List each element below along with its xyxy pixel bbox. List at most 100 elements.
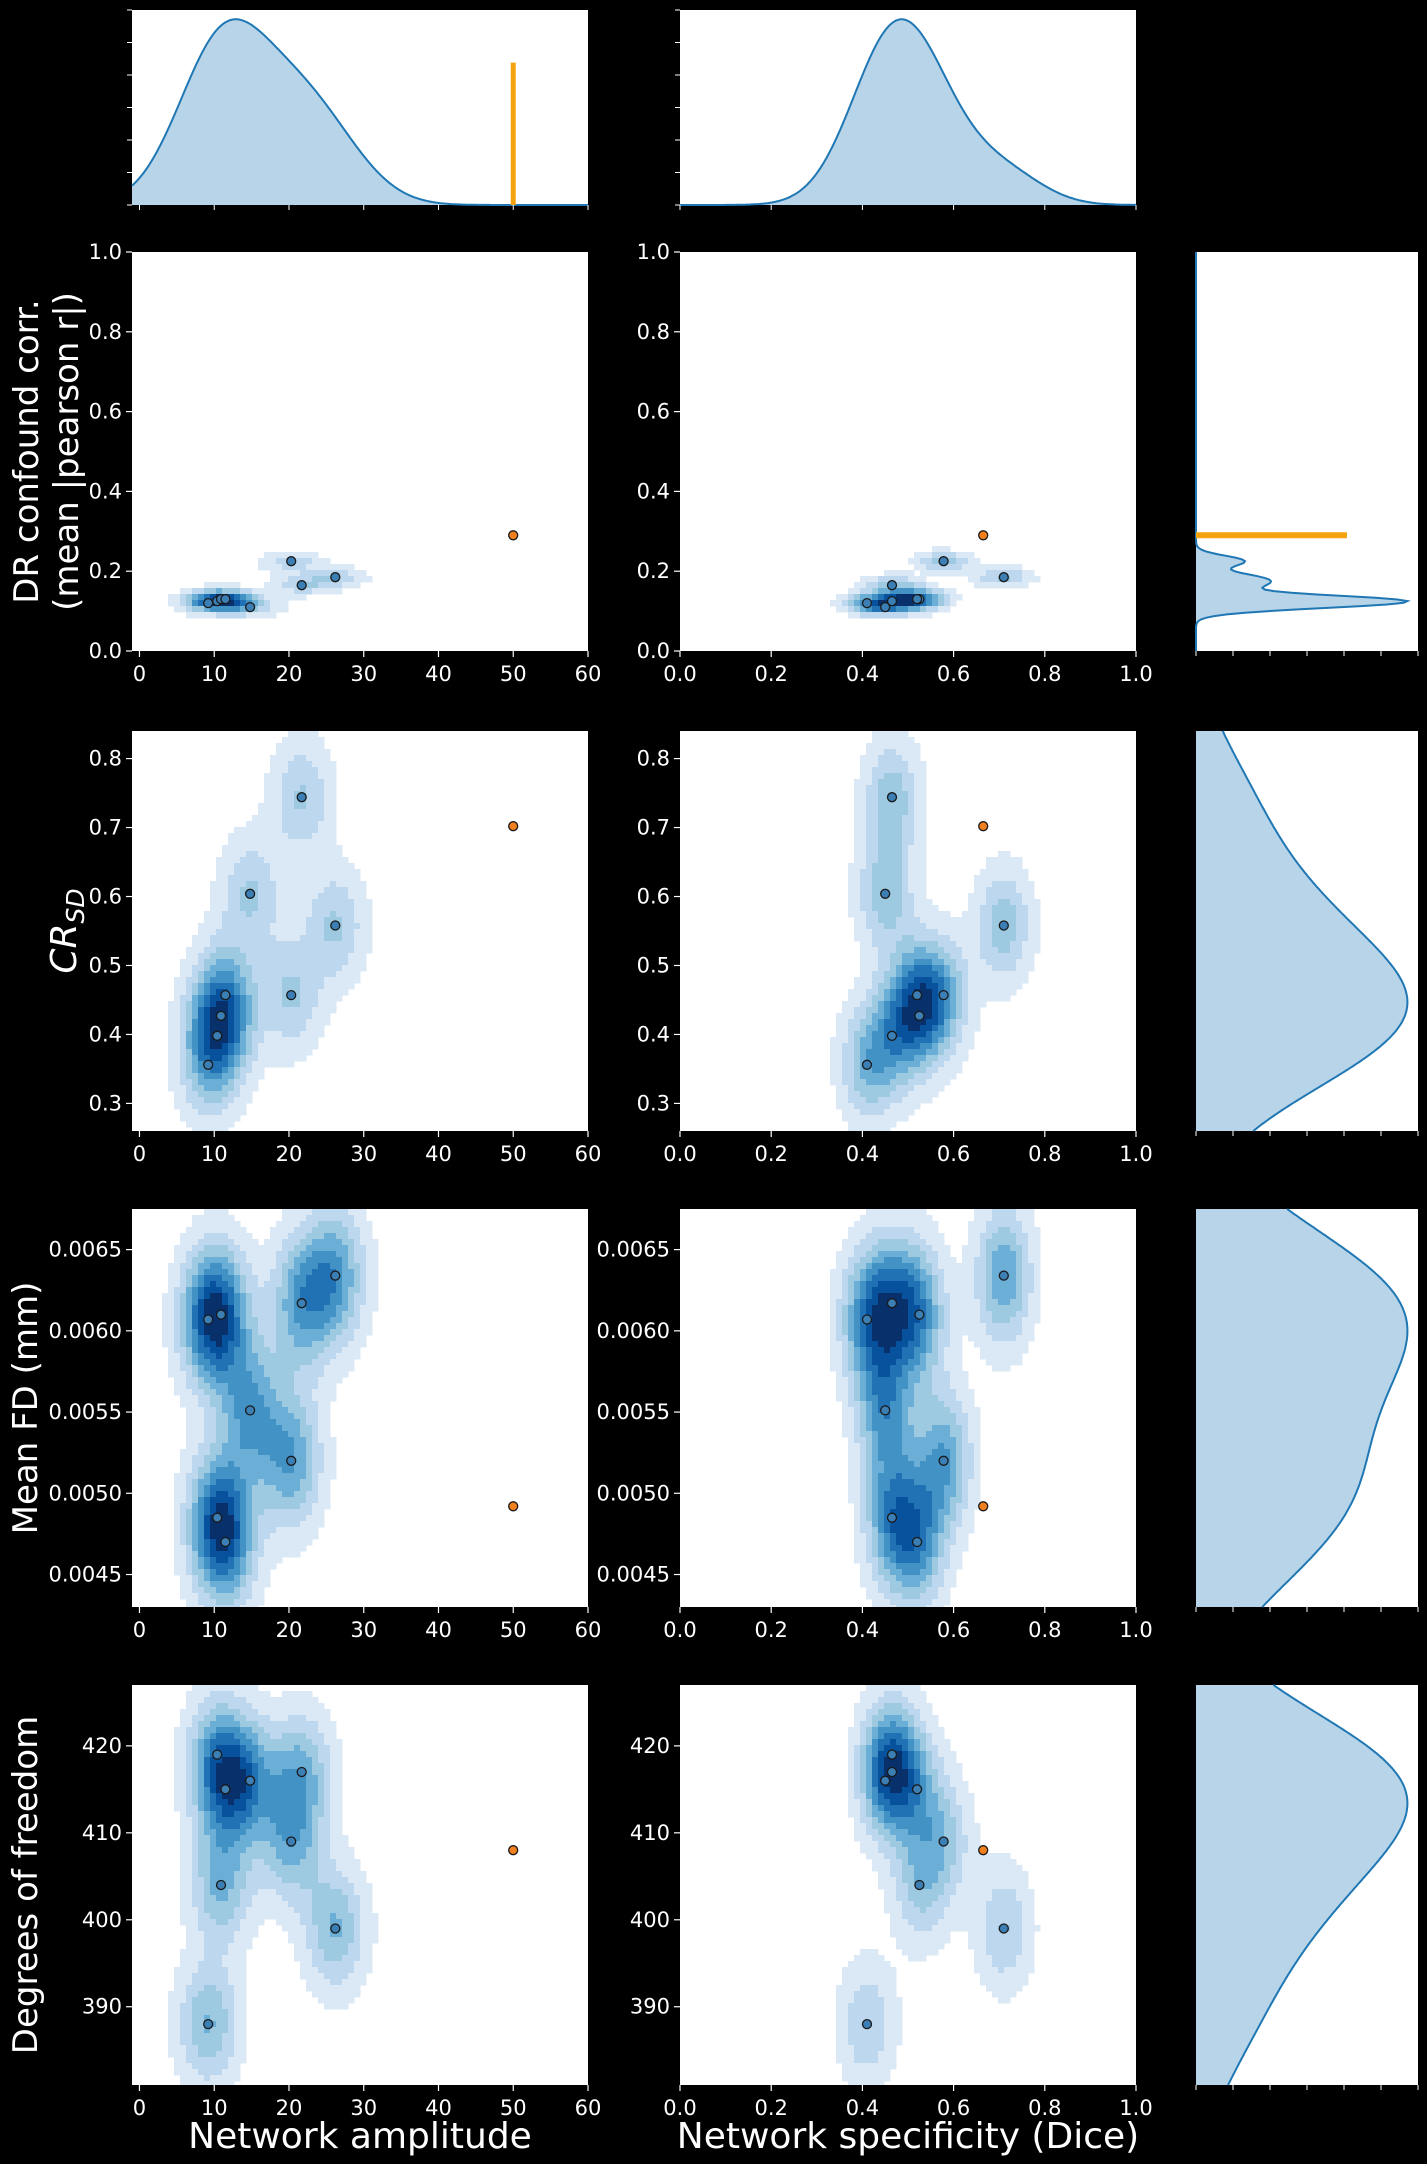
y-tick-label: 0.0060 bbox=[49, 1319, 122, 1343]
x-tick-label: 10 bbox=[201, 1618, 228, 1642]
x-tick-label: 10 bbox=[201, 662, 228, 686]
y-tick-label: 400 bbox=[630, 1908, 670, 1932]
x-tick-label: 0 bbox=[133, 662, 146, 686]
kde-fill bbox=[1196, 1209, 1408, 1607]
y-tick-label: 0.2 bbox=[89, 559, 122, 583]
ylabel-dof: Degrees of freedom bbox=[6, 1716, 46, 2054]
y-tick-label: 420 bbox=[630, 1734, 670, 1758]
x-tick-label: 0.2 bbox=[754, 1142, 787, 1166]
right-marginal-crsd bbox=[1195, 730, 1419, 1136]
subject-point bbox=[886, 1766, 898, 1778]
y-tick-label: 0.5 bbox=[89, 953, 122, 977]
y-tick-label: 0.0050 bbox=[597, 1481, 670, 1505]
subject-point bbox=[203, 1059, 214, 1070]
y-tick-label: 0.0065 bbox=[597, 1238, 670, 1262]
kde-line bbox=[1227, 1684, 1409, 2086]
subject-point bbox=[861, 1314, 873, 1325]
subject-point bbox=[203, 597, 214, 609]
y-tick-label: 0.0050 bbox=[49, 1481, 122, 1505]
kde-contours bbox=[168, 1685, 379, 2085]
panel-fd-vs-amplitude: 0.0045 0.0050 0.0055 0.0060 0.0065 0 10 20 30 40 5… bbox=[49, 1209, 602, 1642]
kde-line bbox=[1261, 1208, 1409, 1608]
subject-point bbox=[886, 1749, 898, 1760]
y-tick-label: 0.7 bbox=[637, 816, 670, 840]
x-tick-label: 0.4 bbox=[846, 2096, 879, 2120]
x-tick-label: 30 bbox=[350, 1142, 377, 1166]
x-tick-label: 20 bbox=[276, 662, 303, 686]
x-tick-label: 0.2 bbox=[754, 662, 787, 686]
subject-point bbox=[911, 593, 923, 605]
y-tick-label: 0.6 bbox=[637, 400, 670, 424]
x-tick-label: 0.8 bbox=[1028, 1618, 1061, 1642]
subject-point bbox=[212, 1030, 223, 1041]
subject-point bbox=[914, 1879, 925, 1891]
subject-point bbox=[244, 601, 256, 613]
subject-point bbox=[220, 593, 231, 605]
x-tick-label: 60 bbox=[575, 1618, 602, 1642]
x-tick-label: 0.2 bbox=[754, 2096, 787, 2120]
subject-point bbox=[296, 1766, 307, 1778]
y-tick-label: 1.0 bbox=[89, 240, 122, 264]
reference-point bbox=[978, 1845, 989, 1856]
subject-point bbox=[938, 1836, 949, 1847]
x-tick-label: 0.6 bbox=[937, 2096, 970, 2120]
subject-point bbox=[220, 1536, 231, 1548]
x-tick-label: 60 bbox=[575, 2096, 602, 2120]
panel-dr-vs-amplitude: 0.0 0.2 0.4 0.6 0.8 1.0 0 10 20 30 40 50 60 bbox=[89, 240, 602, 686]
y-tick-label: 0.8 bbox=[637, 747, 670, 771]
subject-point bbox=[938, 1455, 949, 1466]
subject-point bbox=[330, 1923, 341, 1934]
x-tick-label: 0.6 bbox=[937, 1142, 970, 1166]
y-tick-label: 0.6 bbox=[89, 885, 122, 909]
subject-point bbox=[886, 792, 898, 803]
x-tick-label: 50 bbox=[500, 2096, 527, 2120]
subject-point bbox=[220, 989, 231, 1001]
x-tick-label: 0.4 bbox=[846, 1142, 879, 1166]
kde-contours bbox=[168, 552, 373, 619]
x-axis-labels: Network amplitude Network specificity (Di… bbox=[188, 2116, 1139, 2157]
y-tick-label: 0.6 bbox=[637, 885, 670, 909]
y-tick-label: 0.6 bbox=[89, 400, 122, 424]
kde-fill bbox=[680, 19, 1136, 205]
panel-dr-vs-specificity: 0.0 0.2 0.4 0.6 0.8 1.0 0.0 0.2 0.4 0.6 0.8 1.0 bbox=[637, 240, 1153, 686]
kde-fill bbox=[1196, 1685, 1408, 2085]
subject-point bbox=[998, 572, 1009, 583]
subject-point bbox=[886, 1298, 898, 1309]
reference-point bbox=[508, 1501, 519, 1512]
subject-point bbox=[998, 920, 1009, 931]
subject-point bbox=[286, 1836, 297, 1847]
subject-point bbox=[938, 989, 949, 1001]
xlabel-amplitude: Network amplitude bbox=[188, 2116, 532, 2157]
x-tick-label: 0.6 bbox=[937, 1618, 970, 1642]
y-tick-label: 0.7 bbox=[89, 816, 122, 840]
kde-contours bbox=[168, 731, 373, 1131]
y-tick-label: 0.5 bbox=[637, 953, 670, 977]
x-tick-label: 0 bbox=[133, 1142, 146, 1166]
kde-line bbox=[1195, 252, 1411, 651]
reference-point bbox=[508, 821, 519, 832]
subject-point bbox=[886, 1030, 898, 1041]
subject-point bbox=[998, 1923, 1009, 1934]
x-tick-label: 0.0 bbox=[663, 1142, 696, 1166]
x-tick-label: 0.0 bbox=[663, 662, 696, 686]
xlabel-specificity: Network specificity (Dice) bbox=[677, 2116, 1139, 2157]
right-marginal-dr bbox=[1195, 252, 1419, 656]
subject-point bbox=[886, 1512, 898, 1523]
x-tick-label: 0.0 bbox=[663, 2096, 696, 2120]
y-tick-label: 0.4 bbox=[89, 1022, 122, 1046]
x-tick-label: 40 bbox=[425, 1142, 452, 1166]
reference-point bbox=[508, 530, 519, 541]
subject-point bbox=[886, 580, 898, 591]
x-tick-label: 20 bbox=[276, 1618, 303, 1642]
panel-dof-vs-amplitude: 390 400 410 420 0 10 20 30 40 50 60 bbox=[82, 1685, 601, 2120]
kde-contours bbox=[162, 1209, 379, 1607]
subject-point bbox=[911, 1536, 923, 1548]
y-tick-label: 0.4 bbox=[637, 1022, 670, 1046]
y-tick-label: 0.0 bbox=[89, 639, 122, 663]
x-tick-label: 0.2 bbox=[754, 1618, 787, 1642]
kde-fill bbox=[1196, 731, 1408, 1131]
subject-point bbox=[886, 595, 898, 607]
x-tick-label: 1.0 bbox=[1119, 2096, 1152, 2120]
x-tick-label: 40 bbox=[425, 1618, 452, 1642]
x-tick-label: 30 bbox=[350, 2096, 377, 2120]
